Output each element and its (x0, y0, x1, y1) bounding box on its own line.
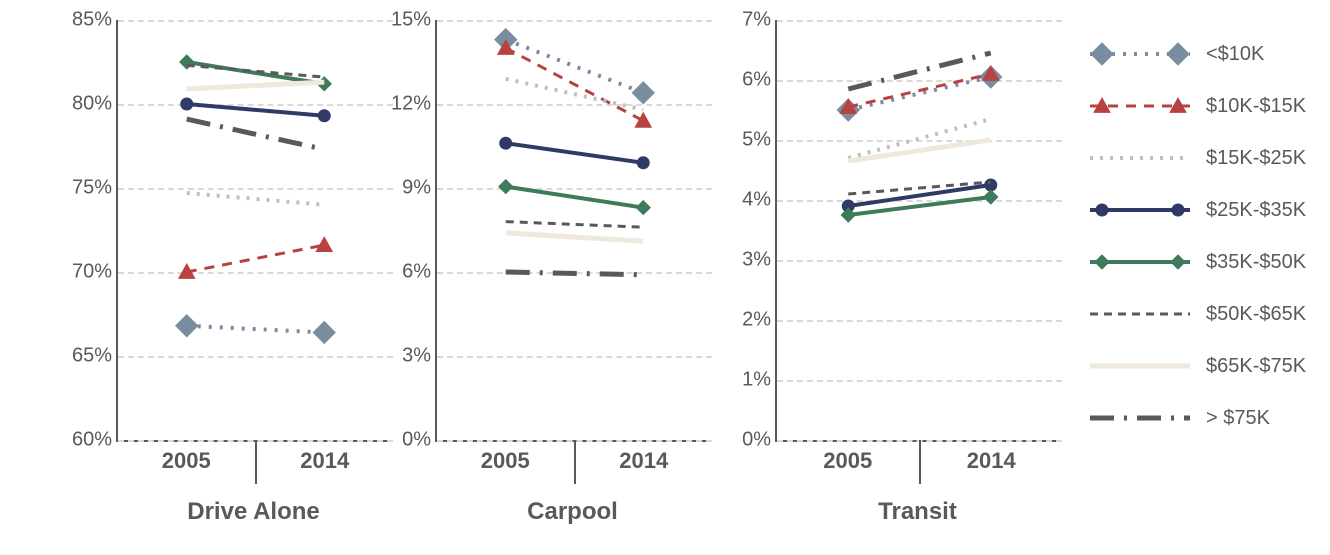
legend-item: $25K-$35K (1090, 184, 1306, 236)
x-category-label: 2005 (118, 440, 257, 484)
legend-label: <$10K (1206, 43, 1264, 66)
y-tick-label: 70% (72, 261, 118, 284)
x-axis-labels: 20052014 (777, 440, 1062, 484)
legend-swatch-icon (1090, 304, 1190, 324)
y-tick-label: 75% (72, 177, 118, 200)
plot-area: 0%3%6%9%12%15% 20052014 (435, 20, 712, 442)
series-line (187, 119, 325, 149)
panel-title: Drive Alone (116, 498, 391, 526)
legend-label: $25K-$35K (1206, 199, 1306, 222)
series-line (848, 74, 991, 107)
y-tick-label: 85% (72, 9, 118, 32)
legend-item: > $75K (1090, 392, 1306, 444)
chart-wrap: 60%65%70%75%80%85% 20052014 Drive Alone … (0, 0, 1330, 555)
plot-area: 60%65%70%75%80%85% 20052014 (116, 20, 393, 442)
y-tick-label: 0% (742, 429, 777, 452)
legend-item: <$10K (1090, 28, 1306, 80)
y-tick-label: 9% (402, 177, 437, 200)
series-line (187, 104, 325, 116)
x-axis-labels: 20052014 (118, 440, 393, 484)
x-category-label: 2005 (777, 440, 921, 484)
y-tick-label: 60% (72, 429, 118, 452)
series-line (506, 143, 644, 163)
legend-swatch-icon (1090, 408, 1190, 428)
panel-drive_alone: 60%65%70%75%80%85% 20052014 Drive Alone (58, 0, 401, 555)
legend-item: $15K-$25K (1090, 132, 1306, 184)
legend-label: $50K-$65K (1206, 303, 1306, 326)
x-category-label: 2005 (437, 440, 576, 484)
legend-item: $35K-$50K (1090, 236, 1306, 288)
y-tick-label: 3% (742, 249, 777, 272)
x-category-label: 2014 (921, 440, 1063, 484)
legend-swatch-icon (1090, 356, 1190, 376)
legend-swatch-icon (1090, 148, 1190, 168)
panel-transit: 0%1%2%3%4%5%6%7% 20052014 Transit (730, 0, 1070, 555)
series-line (187, 193, 325, 205)
series-line (848, 197, 991, 215)
series-line (506, 222, 644, 228)
series-line (187, 82, 325, 89)
y-tick-label: 2% (742, 309, 777, 332)
y-tick-label: 0% (402, 429, 437, 452)
series-line (506, 233, 644, 241)
legend-label: $65K-$75K (1206, 355, 1306, 378)
series-line (187, 326, 325, 333)
series-line (506, 272, 644, 275)
legend: <$10K $10K-$15K $15K-$25K $25K-$35K $35K… (1090, 28, 1306, 444)
y-tick-label: 80% (72, 93, 118, 116)
y-tick-label: 6% (402, 261, 437, 284)
y-tick-label: 4% (742, 189, 777, 212)
series-line (187, 245, 325, 272)
panel-title: Transit (775, 498, 1060, 526)
y-tick-label: 1% (742, 369, 777, 392)
y-tick-label: 7% (742, 9, 777, 32)
legend-swatch-icon (1090, 252, 1190, 272)
panel-carpool: 0%3%6%9%12%15% 20052014 Carpool (380, 0, 720, 555)
x-category-label: 2014 (576, 440, 713, 484)
x-category-label: 2014 (257, 440, 394, 484)
y-tick-label: 12% (391, 93, 437, 116)
y-tick-label: 5% (742, 129, 777, 152)
plot-area: 0%1%2%3%4%5%6%7% 20052014 (775, 20, 1062, 442)
legend-label: $35K-$50K (1206, 251, 1306, 274)
y-tick-label: 65% (72, 345, 118, 368)
legend-swatch-icon (1090, 200, 1190, 220)
y-tick-label: 6% (742, 69, 777, 92)
series-line (506, 187, 644, 208)
y-tick-label: 3% (402, 345, 437, 368)
legend-item: $10K-$15K (1090, 80, 1306, 132)
legend-label: $10K-$15K (1206, 95, 1306, 118)
legend-item: $65K-$75K (1090, 340, 1306, 392)
legend-label: > $75K (1206, 407, 1270, 430)
legend-swatch-icon (1090, 96, 1190, 116)
legend-item: $50K-$65K (1090, 288, 1306, 340)
y-tick-label: 15% (391, 9, 437, 32)
legend-label: $15K-$25K (1206, 147, 1306, 170)
panel-title: Carpool (435, 498, 710, 526)
x-axis-labels: 20052014 (437, 440, 712, 484)
series-line (187, 62, 325, 84)
legend-swatch-icon (1090, 44, 1190, 64)
